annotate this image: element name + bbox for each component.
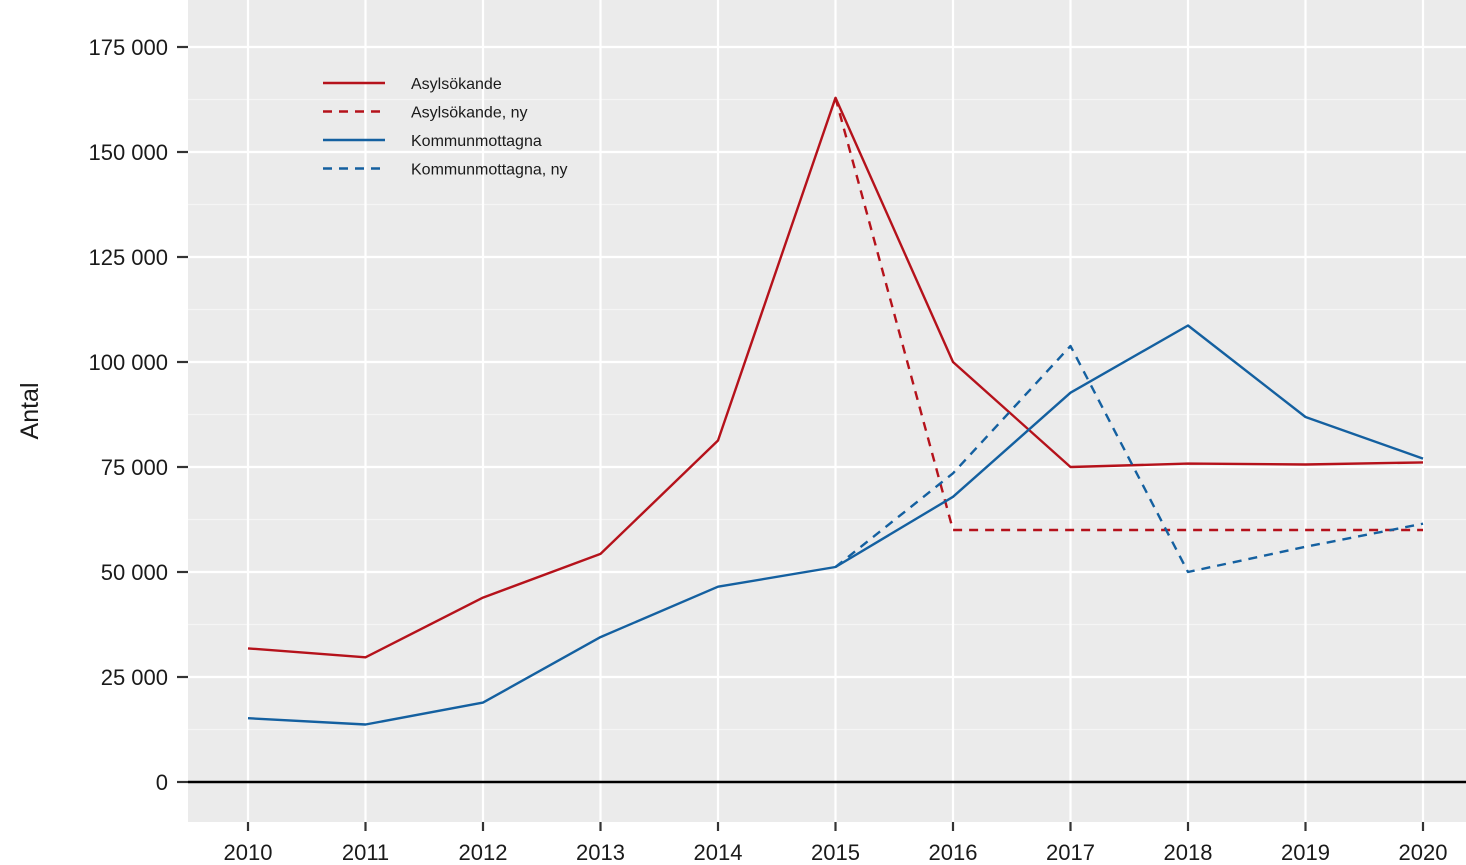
data-point [834,566,836,568]
data-point [1304,546,1306,548]
x-axis: 2010 2011 2012 2013 2014 2015 2016 2017 2018 2019… [224,822,1448,865]
data-point [1069,466,1071,468]
data-point [1304,416,1306,418]
y-axis-title: Antal [16,383,44,440]
data-point [482,596,484,598]
data-point [1422,529,1424,531]
data-point [482,701,484,703]
x-tick-label: 2015 [811,840,860,865]
data-point [1422,523,1424,525]
minor-gridlines [188,98,1466,731]
data-point [599,636,601,638]
data-point [599,553,601,555]
y-tick-label: 0 [156,770,168,795]
data-point [1304,529,1306,531]
x-tick-label: 2010 [224,840,273,865]
data-point [1069,391,1071,393]
x-tick-label: 2017 [1046,840,1095,865]
x-tick-label: 2011 [342,840,389,865]
x-tick-label: 2016 [929,840,978,865]
data-point [1069,345,1071,347]
y-tick-label: 150 000 [88,140,168,165]
legend-label: Asylsökande, ny [411,105,528,122]
y-tick-label: 25 000 [101,665,168,690]
y-tick-label: 50 000 [101,560,168,585]
x-tick-label: 2018 [1164,840,1213,865]
x-tick-label: 2013 [576,840,625,865]
legend-label: Kommunmottagna, ny [411,162,568,179]
data-point [952,529,954,531]
data-point [834,97,836,99]
data-point [1187,462,1189,464]
data-point [1187,529,1189,531]
data-point [1422,461,1424,463]
series-line [834,344,1424,574]
data-point [1422,457,1424,459]
data-point [247,647,249,649]
data-point [1187,571,1189,573]
y-axis: 0 25 000 50 000 75 000 100 000 125 000 150 000… [88,35,188,795]
legend-label: Asylsökande [411,76,502,93]
plot-panel [188,0,1466,822]
x-tick-label: 2020 [1399,840,1448,865]
data-point [717,439,719,441]
legend: Asylsökande Asylsökande, ny Kommunmottagna… [323,76,568,179]
data-point [952,361,954,363]
data-point [247,717,249,719]
data-point [364,723,366,725]
series-line [834,97,1423,532]
y-tick-label: 75 000 [101,455,168,480]
x-tick-label: 2012 [459,840,508,865]
y-tick-label: 175 000 [88,35,168,60]
y-tick-label: 125 000 [88,245,168,270]
data-point [1304,463,1306,465]
series-lines [247,96,1424,726]
x-tick-label: 2019 [1281,840,1330,865]
x-tick-label: 2014 [694,840,743,865]
legend-label: Kommunmottagna [411,133,542,150]
data-point [1069,529,1071,531]
data-point [1187,324,1189,326]
data-point [717,586,719,588]
data-point [952,496,954,498]
y-tick-label: 100 000 [88,350,168,375]
data-point [952,472,954,474]
data-point [364,656,366,658]
